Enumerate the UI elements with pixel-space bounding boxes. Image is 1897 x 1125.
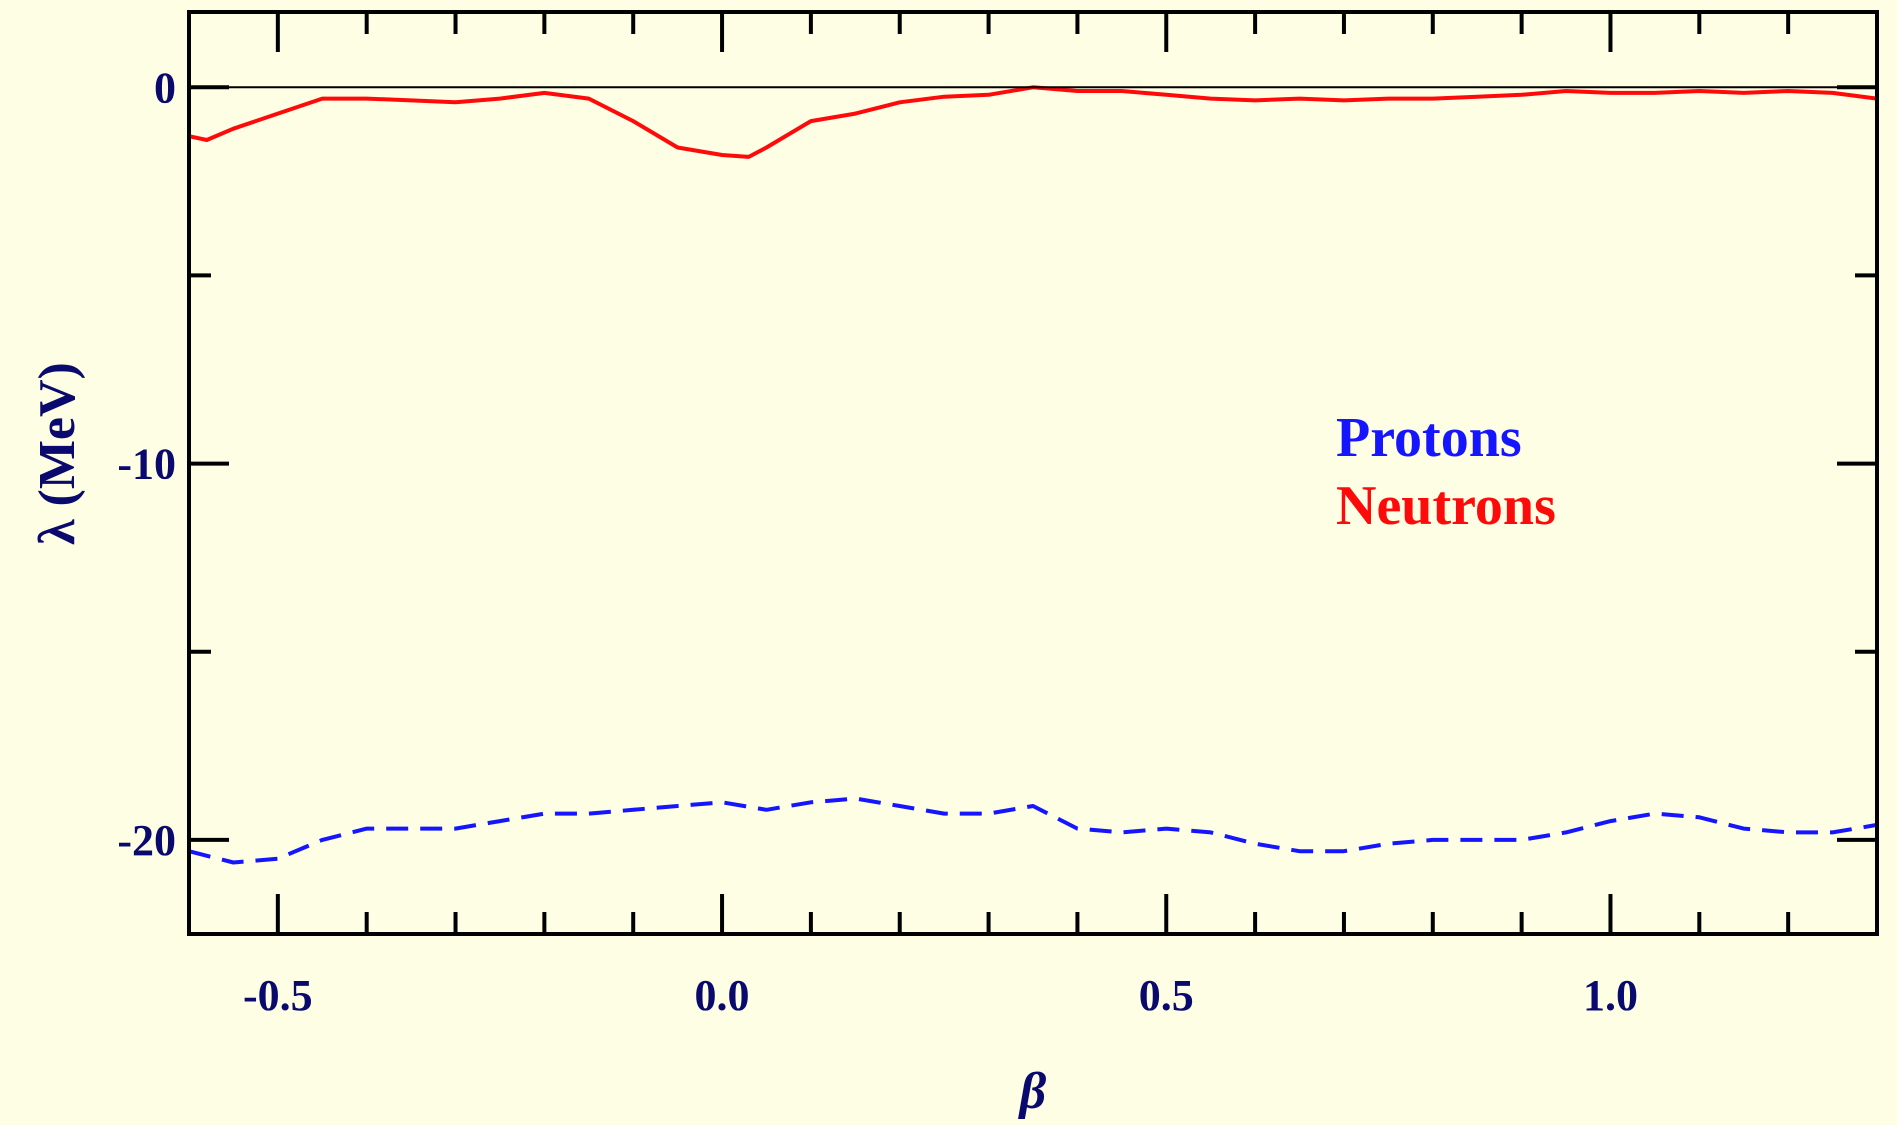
x-axis-title: β: [1018, 1063, 1047, 1120]
y-tick-label: -20: [117, 816, 176, 865]
legend-label-protons: Protons: [1336, 407, 1522, 469]
plot-frame: [187, 10, 1879, 936]
x-tick-label: 0.5: [1139, 971, 1194, 1020]
y-axis-title: λ (MeV): [29, 362, 86, 545]
x-tick-label: 0.0: [695, 971, 750, 1020]
legend-label-neutrons: Neutrons: [1336, 475, 1556, 537]
series-layer: [188, 85, 1878, 865]
tick-labels-layer: -0.5 0.0 0.5 1.0 0 -10 -20: [117, 63, 1638, 1020]
y-tick-label: 0: [154, 63, 176, 112]
x-tick-label: -0.5: [243, 971, 313, 1020]
x-tick-label: 1.0: [1583, 971, 1638, 1020]
series-line-protons: [188, 796, 1878, 865]
y-tick-label: -10: [117, 440, 176, 489]
series-line-neutrons: [188, 85, 1878, 159]
ticks-layer: [187, 12, 1879, 934]
